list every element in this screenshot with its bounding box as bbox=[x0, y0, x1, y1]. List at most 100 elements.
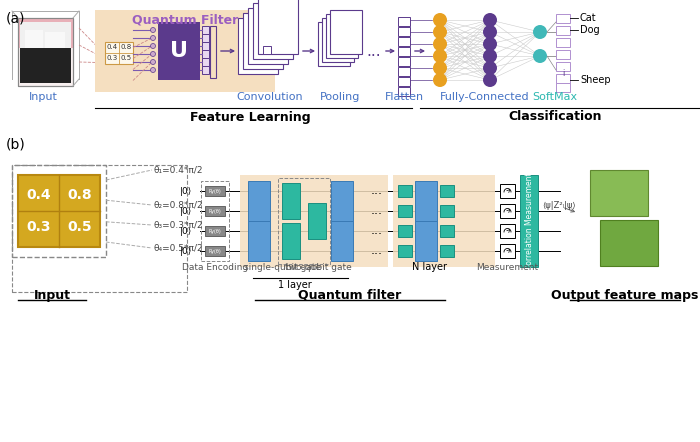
Text: Quantum Filter: Quantum Filter bbox=[132, 14, 238, 27]
Bar bbox=[500, 204, 515, 218]
Bar bbox=[18, 18, 73, 86]
Bar bbox=[238, 18, 278, 74]
Bar bbox=[331, 181, 353, 221]
Circle shape bbox=[433, 49, 447, 63]
Circle shape bbox=[533, 49, 547, 63]
Bar bbox=[556, 38, 570, 47]
Bar bbox=[205, 226, 225, 236]
Bar bbox=[556, 14, 570, 23]
Bar bbox=[322, 18, 354, 62]
Bar bbox=[330, 10, 362, 54]
Circle shape bbox=[150, 43, 155, 49]
Bar bbox=[18, 18, 73, 48]
Bar bbox=[202, 26, 209, 34]
Text: (a): (a) bbox=[6, 12, 25, 26]
Bar bbox=[398, 225, 412, 237]
Bar bbox=[105, 42, 133, 64]
Text: 0.8: 0.8 bbox=[67, 188, 92, 202]
Text: U: U bbox=[170, 41, 188, 61]
Circle shape bbox=[433, 25, 447, 39]
Text: 0.5: 0.5 bbox=[120, 55, 132, 61]
Text: Ry(θ): Ry(θ) bbox=[209, 248, 221, 254]
Text: Feature Learning: Feature Learning bbox=[190, 110, 310, 123]
Bar bbox=[308, 203, 326, 239]
Text: 0.4: 0.4 bbox=[26, 188, 51, 202]
Bar bbox=[202, 58, 209, 66]
Bar bbox=[556, 26, 570, 35]
Bar bbox=[318, 22, 350, 66]
Bar bbox=[20, 48, 71, 83]
Text: |0⟩: |0⟩ bbox=[180, 187, 192, 195]
Circle shape bbox=[533, 25, 547, 39]
Bar bbox=[248, 181, 270, 221]
Bar bbox=[248, 8, 288, 64]
Bar bbox=[12, 165, 106, 257]
Text: Classification: Classification bbox=[508, 110, 602, 123]
Bar bbox=[398, 245, 412, 257]
Bar bbox=[263, 46, 271, 54]
Text: Data Encoding: Data Encoding bbox=[182, 263, 248, 271]
Text: Output feature maps: Output feature maps bbox=[552, 289, 699, 301]
Bar bbox=[415, 181, 437, 221]
Bar bbox=[398, 47, 410, 56]
Bar bbox=[398, 27, 410, 36]
Bar bbox=[202, 42, 209, 50]
Bar bbox=[253, 3, 293, 59]
Text: Sheep: Sheep bbox=[580, 75, 610, 85]
Bar bbox=[590, 170, 648, 216]
Circle shape bbox=[433, 13, 447, 27]
Text: Convolution: Convolution bbox=[237, 92, 303, 102]
Bar bbox=[202, 50, 209, 58]
Bar bbox=[201, 181, 229, 261]
Circle shape bbox=[433, 37, 447, 51]
Circle shape bbox=[483, 49, 497, 63]
Text: SoftMax: SoftMax bbox=[533, 92, 578, 102]
Bar bbox=[258, 0, 298, 54]
Bar bbox=[440, 205, 454, 217]
Text: two-qubit gate: two-qubit gate bbox=[285, 263, 351, 271]
Bar bbox=[331, 221, 353, 261]
Circle shape bbox=[150, 60, 155, 65]
Text: Fully-Connected: Fully-Connected bbox=[440, 92, 530, 102]
Circle shape bbox=[433, 73, 447, 87]
Bar bbox=[205, 206, 225, 216]
Bar bbox=[398, 87, 410, 96]
Circle shape bbox=[483, 61, 497, 75]
Bar bbox=[18, 175, 100, 247]
Text: Ry(θ): Ry(θ) bbox=[209, 188, 221, 194]
Bar bbox=[95, 10, 275, 92]
Text: θ₄=0.5*π/2: θ₄=0.5*π/2 bbox=[153, 244, 202, 252]
Text: ...: ... bbox=[371, 225, 383, 237]
Circle shape bbox=[150, 52, 155, 57]
Bar bbox=[398, 205, 412, 217]
Text: Measurement: Measurement bbox=[476, 263, 538, 271]
Bar bbox=[440, 185, 454, 197]
Bar bbox=[205, 246, 225, 256]
Text: 0.3: 0.3 bbox=[27, 220, 50, 234]
Text: Correlation Measurement: Correlation Measurement bbox=[524, 172, 533, 270]
Text: 0.5: 0.5 bbox=[67, 220, 92, 234]
Bar bbox=[202, 34, 209, 42]
Bar bbox=[500, 224, 515, 238]
Bar bbox=[556, 74, 570, 83]
Text: θ₂=0.8*π/2: θ₂=0.8*π/2 bbox=[153, 201, 202, 210]
Circle shape bbox=[150, 68, 155, 72]
Text: Cat: Cat bbox=[580, 13, 596, 23]
Text: Input: Input bbox=[29, 92, 57, 102]
Text: 0.3: 0.3 bbox=[106, 55, 118, 61]
Text: Pooling: Pooling bbox=[320, 92, 360, 102]
Bar bbox=[205, 186, 225, 196]
Bar bbox=[556, 62, 570, 71]
Circle shape bbox=[433, 61, 447, 75]
Text: Quantum filter: Quantum filter bbox=[298, 289, 402, 301]
Bar bbox=[398, 67, 410, 76]
Bar bbox=[18, 18, 73, 86]
Bar bbox=[520, 175, 538, 267]
Text: |0⟩: |0⟩ bbox=[180, 226, 192, 236]
Bar bbox=[440, 225, 454, 237]
Text: θ₁=0.4*π/2: θ₁=0.4*π/2 bbox=[153, 165, 202, 175]
Bar bbox=[393, 175, 495, 267]
Text: 0.8: 0.8 bbox=[120, 44, 132, 50]
Bar bbox=[202, 66, 209, 74]
Bar bbox=[282, 223, 300, 259]
